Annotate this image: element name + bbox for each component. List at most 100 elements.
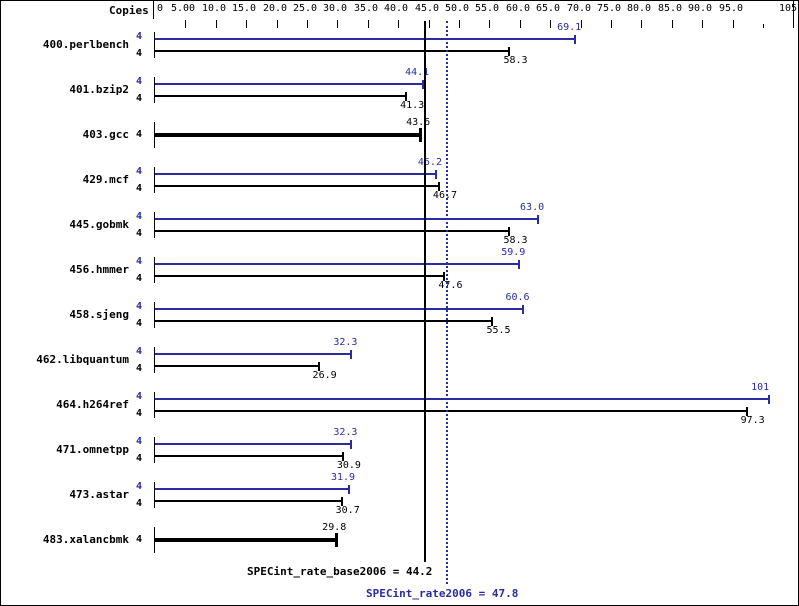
base-value-label: 47.6: [438, 280, 463, 291]
axis-tick: [429, 20, 430, 28]
peak-bar: [155, 173, 436, 175]
base-value-label: 58.3: [503, 235, 528, 246]
base-bar-end: [405, 92, 408, 101]
row-axis: [154, 302, 155, 328]
axis-tick: [307, 20, 308, 28]
base-bar: [155, 320, 493, 322]
base-bar: [155, 95, 407, 97]
axis-tick: [550, 20, 551, 28]
peak-bar: [155, 443, 352, 445]
benchmark-name: 403.gcc: [82, 128, 129, 141]
benchmark-name: 471.omnetpp: [56, 443, 129, 456]
benchmark-name: 400.perlbench: [42, 38, 129, 51]
peak-bar-end: [422, 80, 425, 89]
base-bar-end: [491, 317, 494, 326]
base-bar: [155, 538, 337, 542]
peak-bar: [155, 263, 520, 265]
row-axis: [154, 122, 155, 148]
base-copies: 4: [135, 48, 143, 59]
benchmark-name: 483.xalancbmk: [42, 533, 129, 546]
peak-bar: [155, 398, 770, 400]
peak-value-label: 32.3: [333, 427, 358, 438]
base-bar-end: [419, 128, 423, 142]
peak-copies: 4: [135, 391, 143, 402]
base-bar: [155, 500, 342, 502]
row-axis: [154, 347, 155, 373]
peak-bar: [155, 488, 349, 490]
base-copies: 4: [135, 228, 143, 239]
base-bar-end: [335, 533, 339, 547]
axis-tick-label: 5.00: [171, 3, 196, 14]
axis-tick-label: 60.0: [506, 3, 531, 14]
row-axis: [154, 437, 155, 463]
benchmark-name: 456.hmmer: [69, 263, 129, 276]
peak-bar-end: [350, 350, 353, 359]
copies-header: Copies: [109, 4, 149, 17]
base-copies: 4: [135, 93, 143, 104]
peak-bar: [155, 308, 524, 310]
axis-tick: [368, 20, 369, 28]
peak-bar: [155, 83, 424, 85]
row-axis: [154, 212, 155, 238]
axis-tick-label: 75.0: [597, 3, 622, 14]
axis-tick-label: 55.0: [475, 3, 500, 14]
base-copies: 4: [135, 453, 143, 464]
axis-tick: [641, 20, 642, 28]
row-axis: [154, 482, 155, 508]
benchmark-name: 462.libquantum: [36, 353, 129, 366]
peak-value-label: 63.0: [520, 202, 545, 213]
axis-tick: [520, 20, 521, 28]
axis-tick: [277, 20, 278, 28]
axis-tick-label: 90.0: [688, 3, 713, 14]
base-value-label: 26.9: [312, 370, 337, 381]
base-value-label: 29.8: [322, 522, 347, 533]
row-axis: [154, 392, 155, 418]
peak-value-label: 44.1: [405, 67, 430, 78]
base-bar: [155, 365, 319, 367]
base-bar: [155, 133, 421, 137]
axis-tick: [216, 20, 217, 28]
row-axis: [154, 257, 155, 283]
base-bar-end: [340, 497, 343, 506]
peak-bar-end: [518, 260, 521, 269]
row-axis: [154, 167, 155, 193]
base-value-label: 46.7: [432, 190, 458, 201]
axis-tick: [581, 20, 582, 28]
axis-tick-label: 40.0: [384, 3, 409, 14]
axis-tick: [733, 20, 734, 28]
peak-copies: 4: [135, 346, 143, 357]
axis-tick: [246, 20, 247, 28]
base-bar-end: [508, 227, 511, 236]
peak-bar-end: [768, 395, 771, 404]
base-value-label: 97.3: [740, 415, 765, 426]
base-reference-line: [424, 21, 426, 562]
base-bar-end: [745, 407, 748, 416]
axis-tick-label: 65.0: [536, 3, 561, 14]
peak-value-label: 32.3: [333, 337, 358, 348]
base-bar: [155, 230, 510, 232]
peak-value-label: 101: [751, 382, 770, 393]
peak-copies: 4: [135, 301, 143, 312]
axis-tick-label: 85.0: [658, 3, 683, 14]
benchmark-name: 445.gobmk: [69, 218, 129, 231]
axis-tick-label: 25.0: [293, 3, 318, 14]
axis-tick-label: 45.0: [415, 3, 440, 14]
axis-tick-label: 15.0: [232, 3, 257, 14]
base-copies: 4: [135, 129, 143, 140]
base-copies: 4: [135, 363, 143, 374]
peak-bar-end: [537, 215, 540, 224]
peak-copies: 4: [135, 76, 143, 87]
peak-bar-end: [574, 35, 577, 44]
base-summary-label: SPECint_rate_base2006 = 44.2: [247, 565, 433, 578]
axis-tick: [672, 20, 673, 28]
benchmark-name: 429.mcf: [82, 173, 129, 186]
axis-tick: [489, 20, 490, 28]
benchmark-name: 401.bzip2: [69, 83, 129, 96]
benchmark-name: 473.astar: [69, 488, 129, 501]
base-bar-end: [508, 47, 511, 56]
peak-bar-end: [522, 305, 525, 314]
peak-value-label: 69.1: [557, 22, 582, 33]
row-axis: [154, 32, 155, 58]
peak-copies: 4: [135, 481, 143, 492]
